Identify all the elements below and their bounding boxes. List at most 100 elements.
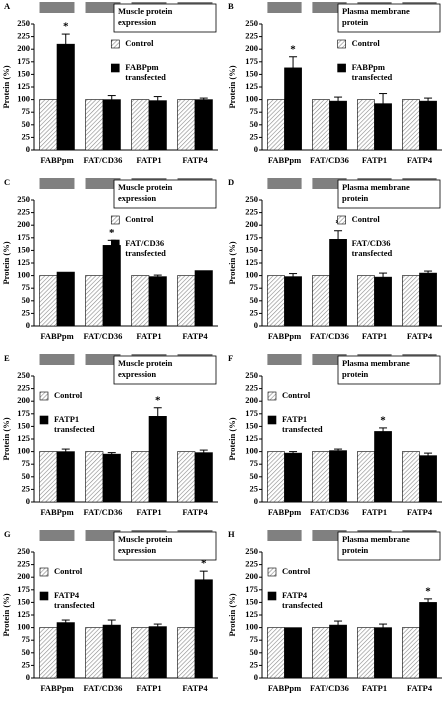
legend-swatch <box>110 239 120 249</box>
error-bar <box>334 230 343 240</box>
y-tick-label: 175 <box>245 408 258 418</box>
x-tick-label: FAT/CD36 <box>84 155 123 165</box>
box-title: Plasma membrane protein <box>342 534 410 555</box>
y-tick-label: 225 <box>17 559 30 569</box>
legend-swatch <box>337 215 346 225</box>
error-bar <box>379 93 388 104</box>
x-tick-label: FATP4 <box>182 683 208 693</box>
annotation: * <box>109 227 115 239</box>
y-tick-label: 150 <box>17 68 30 78</box>
box-title: Muscle protein expression <box>118 358 173 379</box>
legend-label: FATP1 transfected <box>282 414 323 434</box>
y-tick-label: 25 <box>22 307 31 317</box>
x-tick-label: FABPpm <box>268 683 301 693</box>
panel: H 0 25 50 75 100 125 150 175 200 225 250 Protein (%)… <box>227 529 442 693</box>
y-tick-label: 25 <box>22 483 31 493</box>
y-tick-label: 125 <box>17 257 30 267</box>
y-tick-label: 200 <box>245 43 258 53</box>
x-tick-label: FAT/CD36 <box>310 155 349 165</box>
x-tick-label: FABPpm <box>40 331 73 341</box>
panel-label: H <box>228 529 235 539</box>
x-tick-label: FABPpm <box>40 155 73 165</box>
y-tick-label: 125 <box>245 609 258 619</box>
bar <box>284 627 302 679</box>
y-tick-label: 200 <box>17 571 30 581</box>
error-bar <box>61 33 70 45</box>
y-tick-label: 25 <box>22 131 31 141</box>
y-tick-label: 200 <box>17 219 30 229</box>
legend-swatch <box>39 567 49 577</box>
bar <box>312 99 330 151</box>
blot <box>85 2 121 13</box>
box-title: Plasma membrane protein <box>342 6 410 27</box>
y-tick-label: 250 <box>17 370 30 380</box>
bar <box>102 245 121 327</box>
blot <box>267 2 302 13</box>
blot <box>267 178 302 189</box>
bar <box>39 451 58 503</box>
bar <box>131 99 150 151</box>
y-tick-label: 250 <box>17 546 30 556</box>
panel-label: D <box>228 177 234 187</box>
y-tick-label: 250 <box>17 18 30 28</box>
y-tick-label: 250 <box>17 194 30 204</box>
x-tick-label: FATP1 <box>136 331 161 341</box>
bar <box>312 275 330 327</box>
y-tick-label: 150 <box>245 420 258 430</box>
error-bar <box>107 452 116 455</box>
legend-box <box>113 179 217 209</box>
legend-box <box>337 531 441 561</box>
error-bar <box>424 598 433 603</box>
legend-swatch <box>267 567 277 577</box>
y-tick-label: 25 <box>250 659 259 669</box>
y-tick-label: 0 <box>26 496 30 506</box>
x-tick-label: FATP4 <box>182 507 208 517</box>
y-tick-label: 125 <box>245 81 258 91</box>
bar <box>148 276 167 327</box>
panel: E 0 25 50 75 100 125 150 175 200 225 250 Protein (%)… <box>1 353 218 517</box>
x-tick-label: FAT/CD36 <box>310 507 349 517</box>
y-tick-label: 225 <box>17 207 30 217</box>
panel: C 0 25 50 75 100 125 150 175 200 225 250 Protein (%)… <box>1 177 218 341</box>
legend-label: Control <box>282 566 311 576</box>
blot <box>312 530 347 541</box>
x-tick-label: FABPpm <box>268 507 301 517</box>
bar <box>312 451 330 503</box>
legend-swatch <box>337 63 346 73</box>
bar <box>374 431 392 503</box>
x-tick-label: FAT/CD36 <box>310 331 349 341</box>
y-tick-label: 0 <box>254 144 258 154</box>
y-tick-label: 175 <box>17 408 30 418</box>
y-tick-label: 75 <box>250 106 259 116</box>
y-tick-label: 50 <box>250 647 259 657</box>
legend-swatch <box>267 415 277 425</box>
bar <box>374 627 392 679</box>
blot <box>312 2 347 13</box>
legend-label: Control <box>125 38 154 48</box>
panel-label: G <box>4 529 11 539</box>
y-tick-label: 0 <box>254 672 258 682</box>
error-bar <box>334 96 343 102</box>
error-bar <box>153 274 162 277</box>
bar <box>329 624 347 679</box>
bar <box>177 275 196 327</box>
box-title: Muscle protein expression <box>118 182 173 203</box>
box-title: Muscle protein expression <box>118 534 173 555</box>
bar <box>194 452 213 503</box>
legend-label: Control <box>125 214 154 224</box>
y-tick-label: 200 <box>245 395 258 405</box>
legend-box <box>113 355 217 385</box>
bar <box>56 622 75 679</box>
x-tick-label: FATP4 <box>407 507 433 517</box>
y-tick-label: 50 <box>22 647 31 657</box>
bar <box>39 99 58 151</box>
bar <box>402 451 420 503</box>
y-tick-label: 175 <box>245 584 258 594</box>
y-tick-label: 250 <box>245 546 258 556</box>
y-tick-label: 150 <box>17 420 30 430</box>
annotation: * <box>380 414 386 426</box>
x-tick-label: FAT/CD36 <box>310 683 349 693</box>
error-bar <box>199 570 208 580</box>
y-tick-label: 225 <box>245 31 258 41</box>
